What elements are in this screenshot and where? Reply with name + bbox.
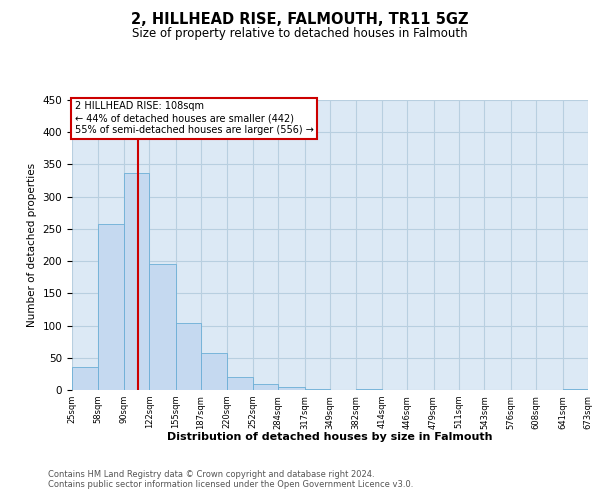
Text: Distribution of detached houses by size in Falmouth: Distribution of detached houses by size …	[167, 432, 493, 442]
Bar	[305, 388, 330, 390]
Text: Size of property relative to detached houses in Falmouth: Size of property relative to detached ho…	[132, 28, 468, 40]
Bar	[98, 224, 124, 390]
Bar	[563, 388, 588, 390]
Bar	[227, 377, 253, 390]
Bar	[72, 368, 98, 390]
Bar	[278, 387, 305, 390]
Y-axis label: Number of detached properties: Number of detached properties	[27, 163, 37, 327]
Bar	[253, 384, 278, 390]
Text: Contains HM Land Registry data © Crown copyright and database right 2024.: Contains HM Land Registry data © Crown c…	[48, 470, 374, 479]
Bar	[201, 354, 227, 390]
Text: Contains public sector information licensed under the Open Government Licence v3: Contains public sector information licen…	[48, 480, 413, 489]
Bar	[149, 264, 176, 390]
Bar	[356, 388, 382, 390]
Text: 2, HILLHEAD RISE, FALMOUTH, TR11 5GZ: 2, HILLHEAD RISE, FALMOUTH, TR11 5GZ	[131, 12, 469, 28]
Text: 2 HILLHEAD RISE: 108sqm
← 44% of detached houses are smaller (442)
55% of semi-d: 2 HILLHEAD RISE: 108sqm ← 44% of detache…	[74, 102, 313, 134]
Bar	[176, 323, 201, 390]
Bar	[124, 174, 149, 390]
